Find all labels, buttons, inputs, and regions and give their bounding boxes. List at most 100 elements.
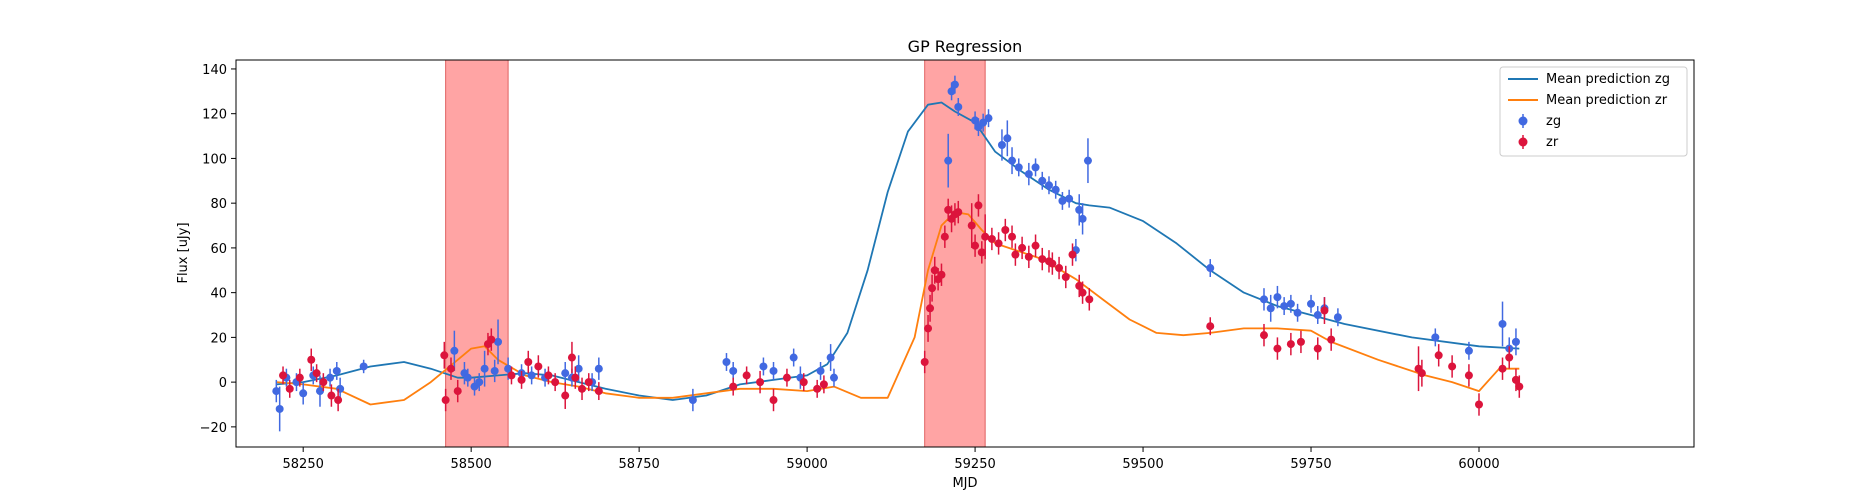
legend-label-zg: zg [1546, 114, 1561, 129]
x-tick-label: 59000 [786, 457, 827, 472]
data-point [971, 241, 980, 250]
prediction-lines [276, 101, 1520, 406]
data-point [729, 382, 738, 391]
data-point [480, 364, 489, 373]
data-point [1286, 340, 1295, 349]
data-point [954, 102, 963, 111]
data-point [826, 353, 835, 362]
data-point [1038, 255, 1047, 264]
data-point [981, 232, 990, 241]
data-point [1058, 196, 1067, 205]
data-point [571, 373, 580, 382]
data-point [1038, 176, 1047, 185]
data-point [924, 324, 933, 333]
data-point [937, 270, 946, 279]
data-point [1293, 308, 1302, 317]
legend-box [1499, 66, 1688, 157]
data-point [336, 384, 345, 393]
data-point [494, 337, 503, 346]
data-point [490, 366, 499, 375]
data-point [507, 371, 516, 380]
legend: Mean prediction zg Mean prediction zr zg… [1499, 66, 1688, 157]
data-point [578, 384, 587, 393]
data-point [1048, 259, 1057, 268]
data-point [1031, 163, 1040, 172]
data-point [1075, 281, 1084, 290]
data-point [1431, 333, 1440, 342]
data-point [994, 239, 1003, 248]
legend-swatch-zr-marker [1518, 137, 1528, 147]
data-point [1085, 295, 1094, 304]
data-point [782, 373, 791, 382]
y-tick-label: 140 [202, 63, 227, 78]
data-point [984, 114, 993, 123]
data-point [742, 371, 751, 380]
x-tick-label: 60000 [1458, 457, 1499, 472]
data-point [279, 371, 288, 380]
data-point [285, 384, 294, 393]
x-tick-label: 58750 [618, 457, 659, 472]
legend-label-zg-line: Mean prediction zg [1546, 72, 1670, 87]
data-point [950, 80, 959, 89]
data-point [1078, 288, 1087, 297]
data-point [527, 371, 536, 380]
data-point [1417, 369, 1426, 378]
data-point [1206, 322, 1215, 331]
data-point [440, 351, 449, 360]
data-point [1061, 272, 1070, 281]
y-axis: −20 0 20 40 60 80 100 120 140 [200, 63, 236, 436]
data-point [967, 221, 976, 230]
data-point [1307, 299, 1316, 308]
series-line-mean-prediction-zr [276, 211, 1520, 406]
data-point [1206, 264, 1215, 273]
legend-label-zr: zr [1546, 135, 1559, 150]
data-point [954, 208, 963, 217]
data-point [584, 378, 593, 387]
data-point [769, 366, 778, 375]
data-point [1031, 241, 1040, 250]
data-point [1273, 344, 1282, 353]
data-point [307, 355, 316, 364]
data-point [295, 373, 304, 382]
data-point [544, 371, 553, 380]
legend-swatch-zg-marker [1518, 116, 1528, 126]
data-point [312, 369, 321, 378]
data-point [1333, 313, 1342, 322]
data-point [1296, 337, 1305, 346]
data-point [1448, 362, 1457, 371]
data-point [1055, 264, 1064, 273]
data-point [971, 116, 980, 125]
data-point [1001, 226, 1010, 235]
data-point [977, 248, 986, 257]
data-point [1320, 306, 1329, 315]
data-point [1313, 311, 1322, 320]
data-point [1014, 163, 1023, 172]
data-point [1511, 337, 1520, 346]
data-point [756, 378, 765, 387]
y-tick-label: 20 [210, 331, 227, 346]
chart-title: GP Regression [908, 37, 1023, 56]
data-point [1266, 304, 1275, 313]
data-point [453, 387, 462, 396]
data-point [326, 373, 335, 382]
data-point [332, 366, 341, 375]
data-point [769, 396, 778, 405]
y-tick-label: 80 [210, 197, 227, 212]
data-point [1313, 344, 1322, 353]
data-point [359, 362, 368, 371]
data-point [504, 364, 513, 373]
data-point [1505, 353, 1514, 362]
data-point [947, 87, 956, 96]
data-point [722, 357, 731, 366]
series-zg-points [272, 75, 1520, 432]
data-point [1259, 295, 1268, 304]
data-point [475, 378, 484, 387]
data-point [567, 353, 576, 362]
data-point [1011, 250, 1020, 259]
data-point [334, 396, 343, 405]
data-point [829, 373, 838, 382]
series-zr-points [279, 194, 1524, 416]
data-point [816, 366, 825, 375]
data-point [729, 366, 738, 375]
plot-area-frame [235, 59, 1695, 448]
